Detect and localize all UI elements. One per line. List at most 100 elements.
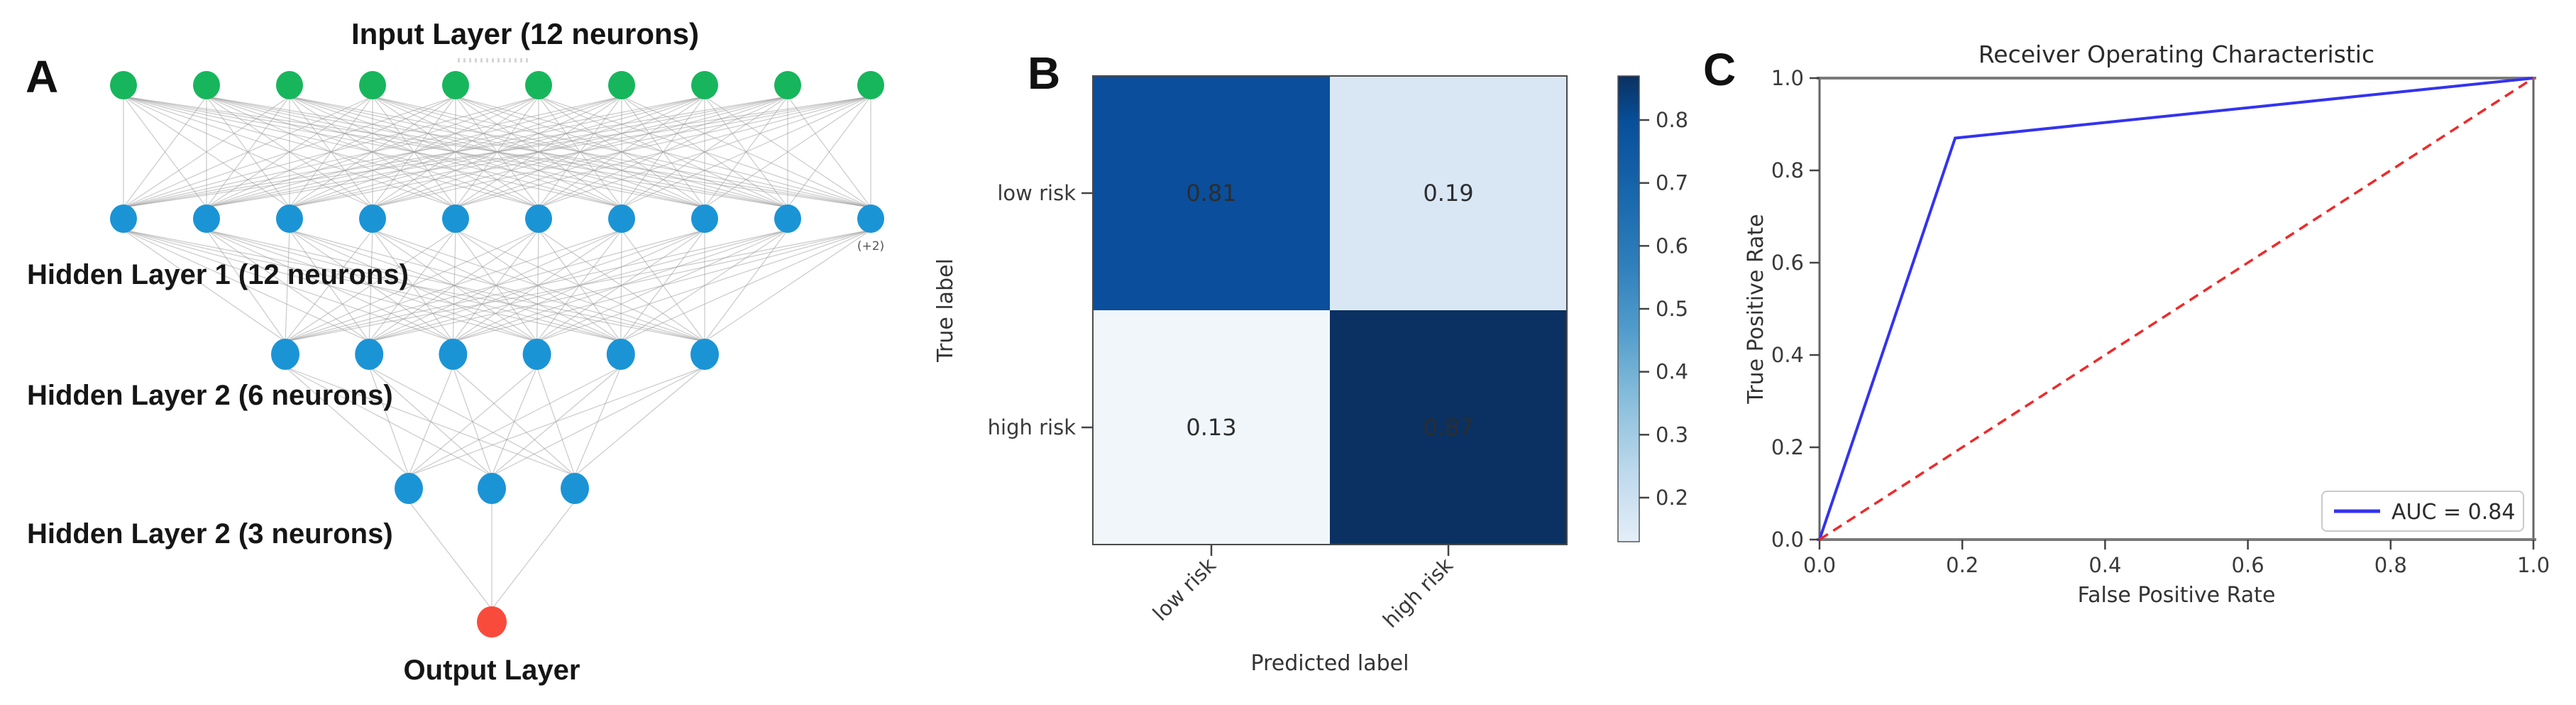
legend-box (2321, 491, 2524, 532)
matrix-cell-low-low (1093, 76, 1330, 310)
input-neuron (608, 71, 635, 99)
network-edge (285, 229, 456, 342)
row-label-high-risk: high risk (988, 415, 1077, 439)
hidden-1-neuron (525, 204, 552, 233)
network-edge (206, 229, 286, 342)
roc-title: Receiver Operating Characteristic (1978, 40, 2374, 68)
network-edge (368, 366, 409, 476)
network-edge (285, 229, 290, 342)
hidden-1-neuron (193, 204, 220, 233)
col-label-low-risk: low risk (1148, 553, 1221, 625)
matrix-cell-high-low (1093, 310, 1330, 545)
network-edge (372, 96, 871, 208)
roc-y-ticks: 0.0 0.2 0.4 0.6 0.8 1.0 (1771, 66, 1820, 552)
chance-diagonal-line (1819, 77, 2534, 541)
roc-ytick-label: 0.4 (1771, 343, 1804, 367)
roc-ytick-label: 0.2 (1771, 435, 1804, 459)
matrix-cell-high-high (1330, 310, 1567, 545)
hidden-3-neuron (561, 473, 589, 504)
tpr-axis-label: True Positive Rate (1744, 214, 1768, 404)
network-edge (285, 366, 409, 476)
col-label-high-risk: high risk (1378, 553, 1458, 633)
input-neuron (774, 71, 801, 99)
roc-x-ticks: 0.0 0.2 0.4 0.6 0.8 1.0 (1803, 540, 2550, 577)
panel-a-network-diagram: A Input Layer (12 neurons) (+2) Hidden L… (26, 17, 884, 686)
legend-auc-label: AUC = 0.84 (2391, 500, 2515, 525)
network-edge (123, 96, 207, 208)
network-edge (491, 501, 576, 610)
roc-ytick-label: 0.8 (1771, 158, 1804, 182)
matrix-cell-low-high (1330, 76, 1567, 310)
network-edge (123, 96, 622, 208)
hidden-1-neuron (608, 204, 635, 233)
hidden-3-neuron (478, 473, 506, 504)
panel-b-letter: B (1028, 48, 1060, 99)
hidden-layer-2-label: Hidden Layer 2 (6 neurons) (27, 380, 393, 411)
panel-c-letter: C (1703, 44, 1736, 95)
network-edge (123, 96, 290, 208)
colorbar-tick-label: 0.8 (1656, 108, 1688, 132)
hidden-layer-3-label: Hidden Layer 2 (3 neurons) (27, 518, 393, 550)
network-edge (455, 96, 871, 208)
roc-xtick-label: 0.2 (1946, 553, 1978, 577)
hidden-1-neuron (857, 204, 884, 233)
cell-value-0-0: 0.81 (1186, 180, 1236, 207)
output-neuron (477, 606, 507, 638)
network-edge (408, 366, 622, 476)
network-edge (621, 96, 871, 208)
network-edge (123, 96, 705, 208)
network-edge (491, 366, 705, 476)
hidden-1-neuron (691, 204, 718, 233)
matrix-border (1092, 75, 1568, 545)
network-edge (408, 501, 492, 610)
network-edge (123, 96, 539, 208)
hidden-layer-1-label: Hidden Layer 1 (12 neurons) (27, 259, 409, 290)
network-edge (408, 366, 453, 476)
colorbar (1617, 75, 1640, 542)
roc-xtick-label: 0.6 (2232, 553, 2264, 577)
input-neuron (193, 71, 220, 99)
hidden-2-neuron (439, 339, 468, 370)
input-neuron (857, 71, 884, 99)
network-edge (289, 96, 871, 208)
network-edge (704, 229, 871, 342)
cell-value-1-1: 0.87 (1423, 414, 1473, 441)
panel-b-confusion-matrix: B 0.81 0.19 0.13 0.87 low risk high risk… (933, 48, 1688, 676)
network-edge (285, 229, 622, 342)
network-edge (123, 96, 373, 208)
colorbar-tick-label: 0.5 (1656, 297, 1688, 321)
network-edge (408, 366, 537, 476)
hidden-2-neuron (355, 339, 384, 370)
roc-curve-line (1818, 77, 2534, 540)
fpr-axis-label: False Positive Rate (2078, 583, 2276, 608)
roc-curves (1818, 77, 2534, 541)
network-edge (285, 229, 539, 342)
network-edge (285, 229, 788, 342)
roc-xtick-label: 1.0 (2517, 553, 2550, 577)
colorbar-tick-label: 0.3 (1656, 422, 1688, 447)
network-edge (787, 96, 871, 208)
network-edge (285, 229, 705, 342)
predicted-label-axis: Predicted label (1251, 651, 1409, 676)
row-label-low-risk: low risk (997, 181, 1076, 205)
hidden-1-neuron (442, 204, 469, 233)
input-neuron (525, 71, 552, 99)
cell-value-1-0: 0.13 (1186, 414, 1236, 441)
colorbar-ticks: 0.8 0.7 0.6 0.5 0.4 0.3 0.2 (1639, 108, 1688, 510)
roc-legend: AUC = 0.84 (2321, 491, 2524, 532)
hidden-1-neuron (774, 204, 801, 233)
hidden-1-neuron (276, 204, 303, 233)
input-neuron (276, 71, 303, 99)
roc-ytick-label: 1.0 (1771, 66, 1804, 90)
network-edge (620, 229, 871, 342)
network-edge (123, 96, 871, 208)
input-neuron (359, 71, 386, 99)
network-edge (123, 229, 286, 342)
panel-a-letter: A (26, 51, 58, 102)
network-edge (123, 96, 456, 208)
input-neuron (110, 71, 137, 99)
roc-xtick-label: 0.8 (2374, 553, 2407, 577)
network-edge (206, 96, 871, 208)
